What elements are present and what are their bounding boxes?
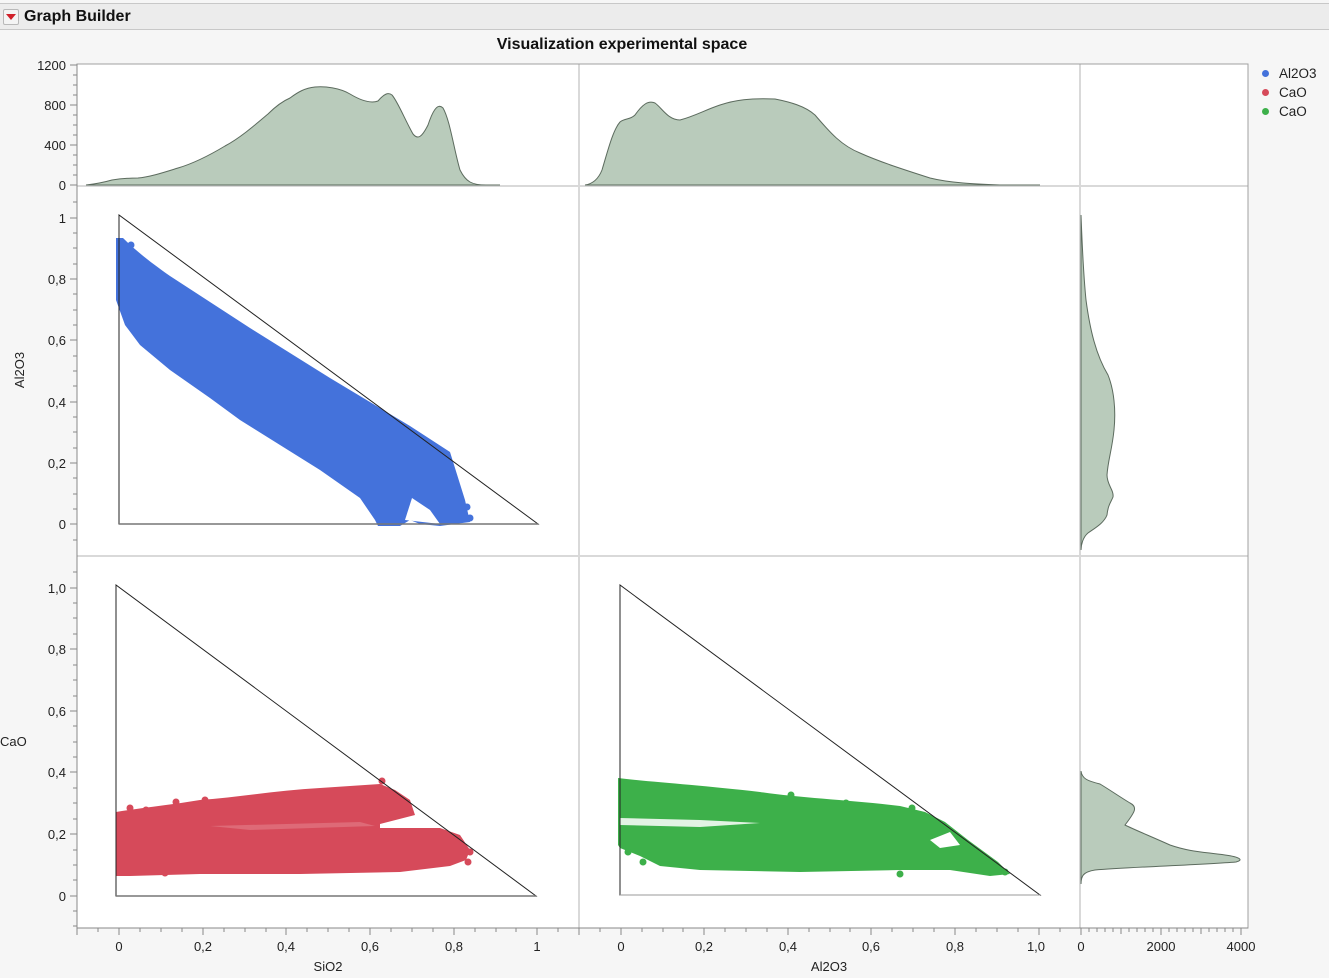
tick-label: 0,6 [48,333,66,348]
tick-label: 0 [59,517,66,532]
tick-label: 0,8 [445,939,463,954]
tick-label: 2000 [1147,939,1176,954]
scatter-points-red [126,777,474,877]
y-axis-title-al2o3[interactable]: Al2O3 [12,352,27,388]
chart-title[interactable]: Visualization experimental space [496,36,748,53]
green-marker-icon [1262,108,1269,115]
tick-label: 1 [533,939,540,954]
legend-item-cao-red[interactable]: CaO [1262,83,1317,102]
density-sio2 [85,86,500,186]
tick-label: 0,6 [361,939,379,954]
scatter-points-green [624,791,1009,878]
tick-label: 800 [44,98,66,113]
tick-label: 400 [44,138,66,153]
legend-item-cao-green[interactable]: CaO [1262,102,1317,121]
tick-label: 0,2 [695,939,713,954]
tick-label: 0,6 [862,939,880,954]
outline-title: Graph Builder [24,7,131,25]
tick-label: 0 [1077,939,1084,954]
tick-label: 0,2 [48,456,66,471]
tick-label: 4000 [1227,939,1256,954]
legend: Al2O3 CaO CaO [1262,64,1317,121]
x-axis-count[interactable] [1080,928,1242,935]
legend-item-al2o3[interactable]: Al2O3 [1262,64,1317,83]
tick-label: 1,0 [48,581,66,596]
tick-label: 0,8 [48,642,66,657]
tick-label: 0,2 [48,827,66,842]
blue-marker-icon [1262,70,1269,77]
legend-label: CaO [1279,104,1307,119]
density-al2o3 [584,98,1040,186]
x-axis-title-sio2[interactable]: SiO2 [314,959,343,974]
tick-label: 0 [59,178,66,193]
scatter-points-blue [124,241,474,522]
density-al2o3-right [1080,214,1116,551]
red-triangle-menu-button[interactable] [3,8,19,25]
y-axis-al2o3[interactable] [70,201,77,541]
x-axis-al2o3[interactable] [599,928,1061,935]
tick-label: 0,2 [194,939,212,954]
tick-label: 0,4 [277,939,295,954]
legend-label: Al2O3 [1279,66,1317,81]
top-border [0,3,1329,4]
tick-label: 1200 [37,58,66,73]
scatter-al2o3-vs-sio2[interactable] [116,238,474,526]
red-triangle-down-icon [6,13,16,20]
graph-builder-header: Graph Builder [0,4,1329,30]
tick-label: 0,6 [48,704,66,719]
y-axis-top-density[interactable] [70,64,78,928]
x-axis-title-al2o3[interactable]: Al2O3 [811,959,847,974]
tick-label: 0 [59,889,66,904]
red-marker-icon [1262,89,1269,96]
density-cao-right [1080,770,1241,885]
tick-label: 0,8 [48,272,66,287]
tick-label: 0,4 [48,395,66,410]
legend-label: CaO [1279,85,1307,100]
y-axis-cao[interactable] [70,571,77,927]
scatter-cao-vs-al2o3[interactable] [618,778,1010,878]
scatter-cao-vs-sio2[interactable] [116,777,474,877]
tick-label: 0,8 [946,939,964,954]
tick-label: 0,4 [779,939,797,954]
tick-label: 1 [59,211,66,226]
panel-dividers [77,64,1248,928]
tick-label: 0 [617,939,624,954]
y-axis-title-cao[interactable]: CaO [0,734,27,749]
tick-label: 0 [115,939,122,954]
tick-label: 1,0 [1027,939,1045,954]
tick-label: 0,4 [48,765,66,780]
